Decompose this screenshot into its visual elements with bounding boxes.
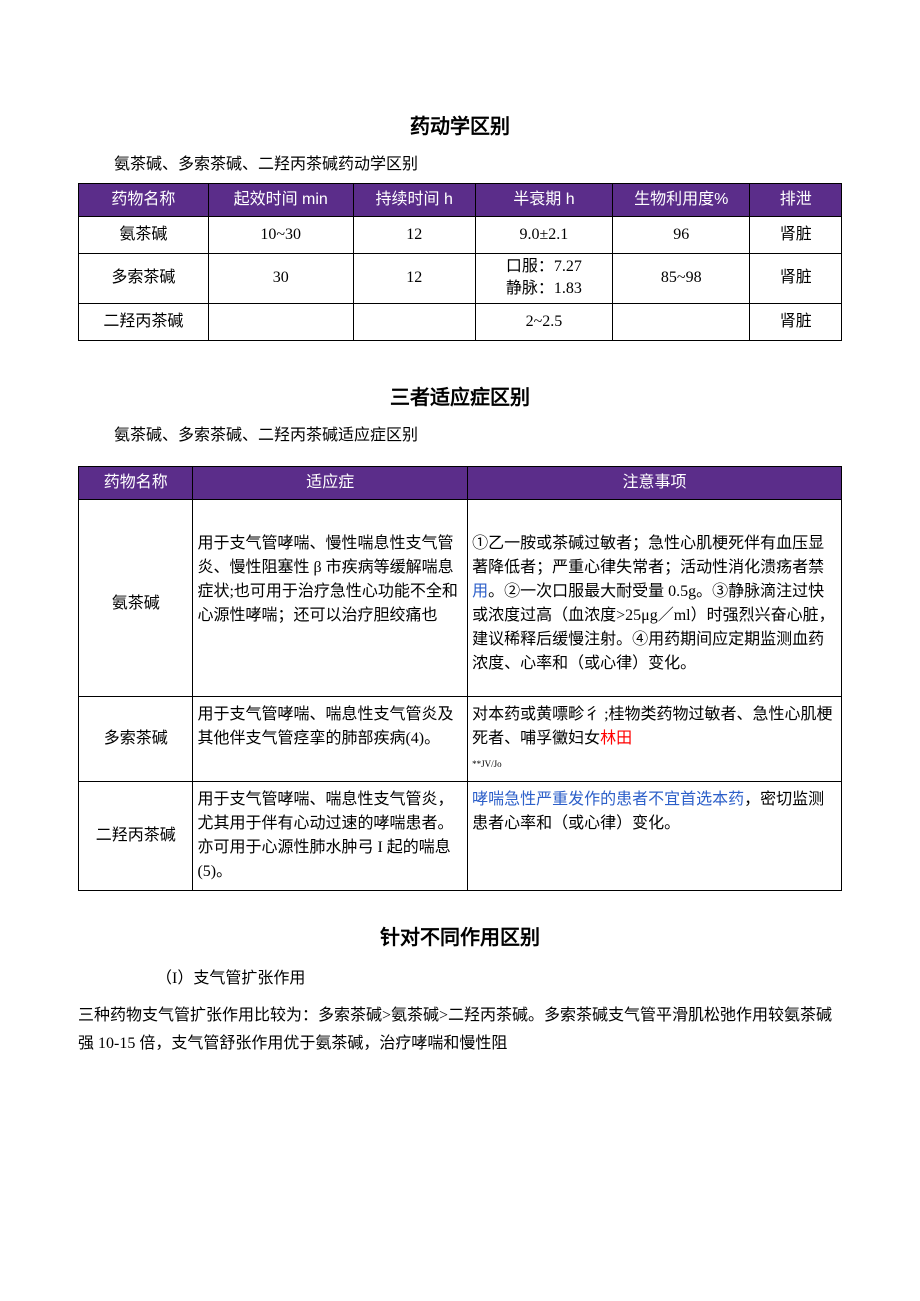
section1-subtitle: 氨茶碱、多索茶碱、二羟丙茶碱药动学区别	[114, 153, 842, 177]
cell-name: 二羟丙茶碱	[79, 303, 209, 340]
cell-bio: 96	[613, 217, 750, 254]
cell-half: 2~2.5	[475, 303, 612, 340]
cell-excr: 肾脏	[750, 217, 842, 254]
cell-duration	[353, 303, 475, 340]
col-duration: 持续时间 h	[353, 184, 475, 217]
col-onset: 起效时间 min	[208, 184, 353, 217]
page-container: 药动学区别 氨茶碱、多索茶碱、二羟丙茶碱药动学区别 药物名称 起效时间 min …	[0, 0, 920, 1098]
col-excretion: 排泄	[750, 184, 842, 217]
cell-onset: 30	[208, 254, 353, 304]
table-row: 多索茶碱 用于支气管哮喘、喘息性支气管炎及其他伴支气管痉挛的肺部疾病(4)。 对…	[79, 696, 842, 781]
section2-subtitle: 氨茶碱、多索茶碱、二羟丙茶碱适应症区别	[114, 424, 842, 448]
cell-indication: 用于支气管哮喘、喘息性支气管炎及其他伴支气管痉挛的肺部疾病(4)。	[193, 696, 468, 781]
cell-indication: 用于支气管哮喘、喘息性支气管炎，尤其用于伴有心动过速的哮喘患者。亦可用于心源性肺…	[193, 781, 468, 890]
pharmacokinetics-table: 药物名称 起效时间 min 持续时间 h 半衰期 h 生物利用度% 排泄 氨茶碱…	[78, 183, 842, 341]
section2-title: 三者适应症区别	[78, 381, 842, 410]
cell-name: 氨茶碱	[79, 499, 193, 696]
table-row: 二羟丙茶碱 用于支气管哮喘、喘息性支气管炎，尤其用于伴有心动过速的哮喘患者。亦可…	[79, 781, 842, 890]
col-bioavailability: 生物利用度%	[613, 184, 750, 217]
col-notes: 注意事项	[468, 466, 842, 499]
cell-name: 多索茶碱	[79, 254, 209, 304]
col-drug-name: 药物名称	[79, 184, 209, 217]
cell-bio: 85~98	[613, 254, 750, 304]
cell-onset	[208, 303, 353, 340]
cell-notes: 哮喘急性严重发作的患者不宜首选本药，密切监测患者心率和（或心律）变化。	[468, 781, 842, 890]
table-row: 氨茶碱 用于支气管哮喘、慢性喘息性支气管炎、慢性阻塞性 β 市疾病等缓解喘息症状…	[79, 499, 842, 696]
cell-notes: ①乙一胺或茶碱过敏者；急性心肌梗死伴有血压显著降低者；严重心律失常者；活动性消化…	[468, 499, 842, 696]
cell-notes: 对本药或黄嘌畛彳 ;桂物类药物过敏者、急性心肌梗死者、哺孚黴妇女林田 **JV/…	[468, 696, 842, 781]
indications-table: 药物名称 适应症 注意事项 氨茶碱 用于支气管哮喘、慢性喘息性支气管炎、慢性阻塞…	[78, 466, 842, 891]
cell-half: 口服：7.27 静脉：1.83	[475, 254, 612, 304]
table-row: 二羟丙茶碱 2~2.5 肾脏	[79, 303, 842, 340]
table-row: 氨茶碱 10~30 12 9.0±2.1 96 肾脏	[79, 217, 842, 254]
section1-title: 药动学区别	[78, 110, 842, 139]
col-half-life: 半衰期 h	[475, 184, 612, 217]
cell-name: 二羟丙茶碱	[79, 781, 193, 890]
cell-name: 多索茶碱	[79, 696, 193, 781]
cell-bio	[613, 303, 750, 340]
cell-half: 9.0±2.1	[475, 217, 612, 254]
cell-indication: 用于支气管哮喘、慢性喘息性支气管炎、慢性阻塞性 β 市疾病等缓解喘息症状;也可用…	[193, 499, 468, 696]
section3-title: 针对不同作用区别	[78, 921, 842, 950]
section3-paragraph: 三种药物支气管扩张作用比较为：多索茶碱>氨茶碱>二羟丙茶碱。多索茶碱支气管平滑肌…	[78, 1002, 842, 1058]
cell-onset: 10~30	[208, 217, 353, 254]
cell-duration: 12	[353, 217, 475, 254]
cell-excr: 肾脏	[750, 254, 842, 304]
section3-item1-label: （I）支气管扩张作用	[156, 964, 842, 988]
cell-name: 氨茶碱	[79, 217, 209, 254]
col-indication: 适应症	[193, 466, 468, 499]
table-header-row: 药物名称 适应症 注意事项	[79, 466, 842, 499]
cell-excr: 肾脏	[750, 303, 842, 340]
table-header-row: 药物名称 起效时间 min 持续时间 h 半衰期 h 生物利用度% 排泄	[79, 184, 842, 217]
table-row: 多索茶碱 30 12 口服：7.27 静脉：1.83 85~98 肾脏	[79, 254, 842, 304]
col-drug-name: 药物名称	[79, 466, 193, 499]
cell-duration: 12	[353, 254, 475, 304]
